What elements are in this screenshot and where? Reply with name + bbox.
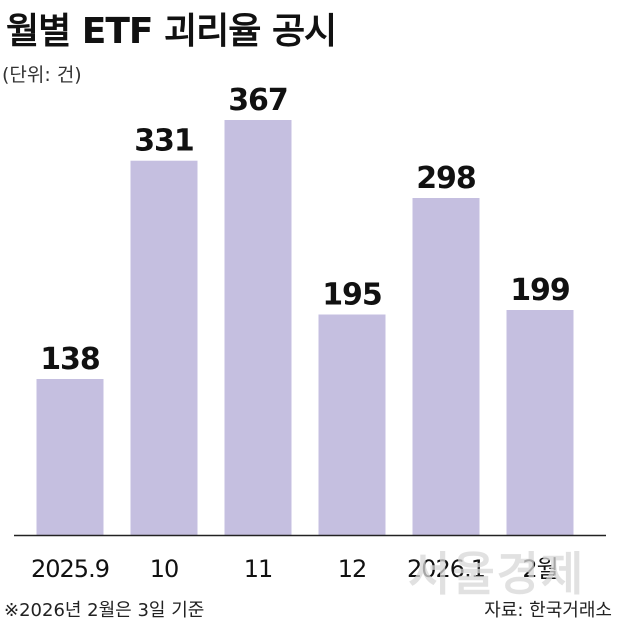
x-tick-label-4: 2026.1 [407, 555, 485, 583]
bar-3 [318, 314, 386, 535]
bar-2 [224, 120, 292, 535]
watermark-logo: 서울경제 [408, 547, 586, 601]
chart-title: 월별 ETF 괴리율 공시 [6, 11, 337, 52]
x-tick-label-3: 12 [338, 555, 367, 583]
bar-1 [130, 160, 198, 535]
x-tick-label-0: 2025.9 [31, 555, 109, 583]
bar-5 [506, 310, 574, 535]
data-label-5: 199 [510, 273, 570, 308]
bar-4 [412, 198, 480, 535]
data-label-2: 367 [228, 83, 288, 118]
data-label-0: 138 [40, 342, 100, 377]
data-label-4: 298 [416, 161, 476, 196]
x-tick-label-5: 2월 [522, 555, 557, 583]
data-label-3: 195 [322, 278, 382, 313]
x-tick-label-1: 10 [150, 555, 179, 583]
bar-0 [36, 379, 104, 535]
x-tick-label-2: 11 [244, 555, 273, 583]
footnote: ※2026년 2월은 3일 기준 [4, 600, 205, 621]
unit-label: (단위: 건) [2, 64, 82, 86]
source-label: 자료: 한국거래소 [484, 600, 612, 621]
data-label-1: 331 [134, 124, 194, 159]
